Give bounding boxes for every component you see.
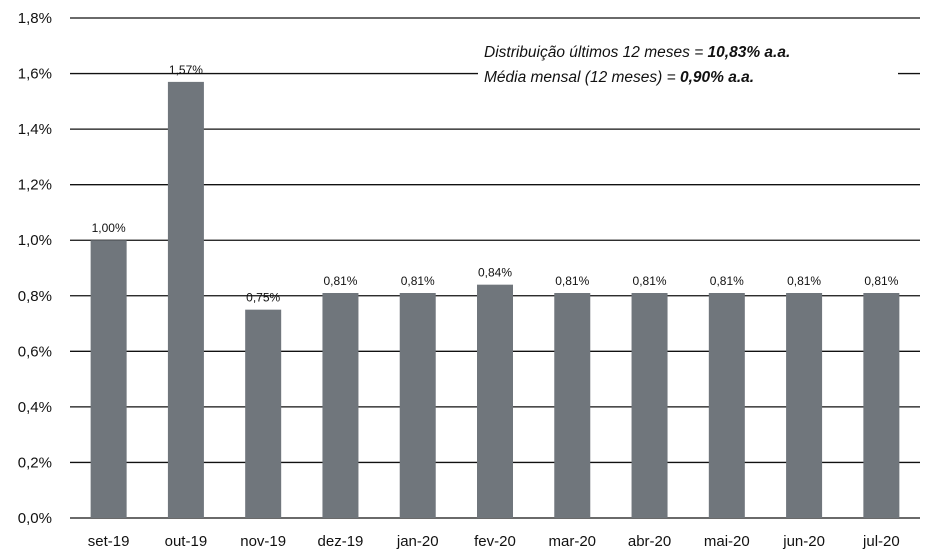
annotation-distribution-value: 10,83% a.a. [707,44,791,61]
x-tick-label: out-19 [165,533,208,550]
x-tick-label: dez-19 [318,533,364,550]
data-label: 0,81% [555,274,589,288]
y-tick-label: 0,4% [18,399,52,416]
distribution-annotation: Distribuição últimos 12 meses = 10,83% a… [478,38,898,100]
y-tick-label: 0,2% [18,454,52,471]
data-label: 1,57% [169,63,203,77]
bar [477,284,513,518]
data-label: 0,84% [478,266,512,280]
x-tick-label: set-19 [88,533,130,550]
annotation-distribution-prefix: Distribuição últimos 12 meses = [484,44,708,61]
bar [167,81,204,518]
data-label: 0,81% [401,274,435,288]
x-tick-label: abr-20 [628,533,671,550]
data-label: 1,00% [92,221,126,235]
y-tick-label: 1,6% [18,66,52,83]
data-labels: 1,00% 1,57% 0,75% 0,81% 0,81% 0,84% 0,81% 0,81%… [92,63,899,305]
data-label: 0,81% [323,274,357,288]
annotation-line-average: Média mensal (12 meses) = 0,90% a.a. [484,65,892,90]
x-tick-label: jan-20 [396,533,439,550]
annotation-line-distribution: Distribuição últimos 12 meses = 10,83% a… [484,40,892,65]
x-tick-label: mar-20 [549,533,597,550]
data-label: 0,81% [864,274,898,288]
x-axis-ticks: set-19 out-19 nov-19 dez-19 jan-20 fev-20 mar-… [88,533,900,550]
x-tick-label: mai-20 [704,533,750,550]
bar [90,240,127,518]
data-label: 0,81% [633,274,667,288]
annotation-average-value: 0,90% a.a. [679,69,755,86]
bar [786,293,823,518]
bar [245,309,282,518]
y-tick-label: 0,6% [18,343,52,360]
x-tick-label: nov-19 [240,533,286,550]
y-tick-label: 1,4% [18,121,52,138]
y-tick-label: 1,0% [18,232,52,249]
bar [322,293,359,518]
data-label: 0,81% [787,274,821,288]
data-label: 0,75% [246,291,280,305]
bar [631,293,668,518]
y-tick-label: 0,8% [18,288,52,305]
bar [399,293,436,518]
bar [554,293,591,518]
y-tick-label: 0,0% [18,510,52,527]
y-tick-label: 1,2% [18,177,52,194]
annotation-average-prefix: Média mensal (12 meses) = [484,69,680,86]
x-tick-label: fev-20 [474,533,516,550]
bar [863,293,900,518]
y-tick-label: 1,8% [18,10,52,27]
x-tick-label: jul-20 [862,533,900,550]
bar [708,293,745,518]
x-tick-label: jun-20 [782,533,825,550]
y-axis-ticks: 0,0% 0,2% 0,4% 0,6% 0,8% 1,0% 1,2% 1,4% 1,6% 1,8% [18,10,52,527]
bars [90,81,900,518]
data-label: 0,81% [710,274,744,288]
